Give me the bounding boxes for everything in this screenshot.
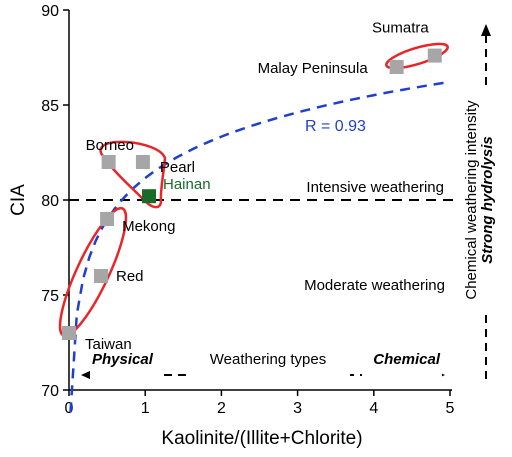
point-red	[94, 269, 109, 283]
x-tick-label: 2	[217, 400, 226, 417]
y-tick-label: 90	[41, 3, 59, 20]
x-tick-label: 3	[293, 400, 302, 417]
point-label-taiwan: Taiwan	[85, 336, 132, 353]
cluster-loop-borneo	[99, 140, 167, 209]
y-tick-label: 75	[41, 288, 59, 305]
physical-label: Physical	[92, 351, 154, 368]
moderate-weathering-label: Moderate weathering	[304, 277, 445, 294]
points	[62, 48, 442, 340]
x-tick-label: 1	[141, 400, 150, 417]
weathering-types-label: Weathering types	[210, 351, 326, 368]
point-label-mekong: Mekong	[122, 218, 175, 235]
y-tick-label: 85	[41, 98, 59, 115]
cluster-ellipse-sumatra	[385, 42, 449, 70]
intensive-weathering-label: Intensive weathering	[306, 179, 444, 196]
point-hainan	[142, 189, 157, 204]
x-tick-label: 4	[369, 400, 378, 417]
weathering-types-arrow-left-head	[81, 370, 92, 380]
x-axis-title: Kaolinite/(Illite+Chlorite)	[161, 428, 362, 449]
strong-hydrolysis-label: Strong hydrolysis	[479, 136, 496, 264]
point-malay-peninsula	[389, 60, 404, 74]
strong-hydrolysis-arrow-head	[481, 24, 491, 36]
ticks	[63, 9, 451, 396]
point-label-red: Red	[116, 268, 144, 285]
point-mekong	[100, 212, 115, 226]
point-sumatra	[427, 48, 442, 63]
point-label-borneo: Borneo	[86, 137, 134, 154]
chemical-weathering-intensity-label: Chemical weathering intensity	[463, 100, 480, 300]
point-label-malay-peninsula: Malay Peninsula	[258, 60, 369, 77]
point-label-sumatra: Sumatra	[372, 20, 429, 37]
fit-label: R = 0.93	[305, 118, 366, 135]
point-label-pearl: Pearl	[160, 159, 195, 176]
point-borneo	[101, 155, 116, 169]
tick-labels: 0 1 2 3 4 5 70 75 80 85 90	[41, 3, 454, 417]
y-tick-label: 80	[41, 193, 59, 210]
point-taiwan	[62, 326, 76, 340]
point-pearl	[135, 155, 150, 169]
point-label-hainan: Hainan	[163, 176, 211, 193]
chemical-label: Chemical	[373, 351, 441, 368]
x-tick-label: 5	[446, 400, 455, 417]
x-tick-label: 0	[65, 400, 74, 417]
y-axis-title: CIA	[8, 184, 29, 216]
y-tick-label: 70	[41, 383, 59, 400]
